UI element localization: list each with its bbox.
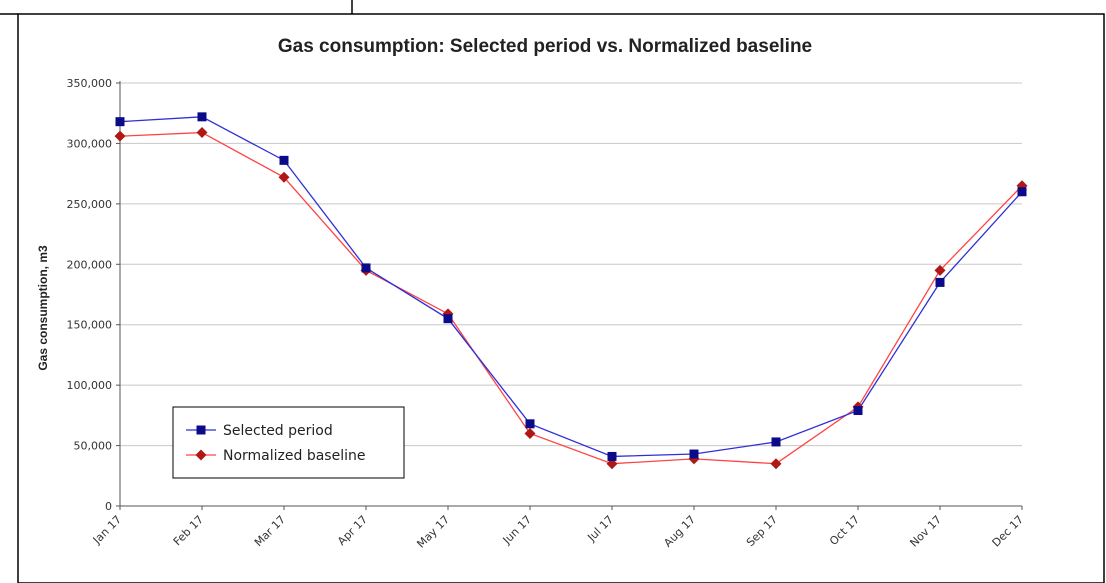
chart-border [17,13,1105,583]
legend-marker [196,425,206,435]
series-markers [114,112,1028,470]
series-line-normalized-baseline [119,131,1023,465]
selected-period-point [853,406,863,416]
normalized-baseline-point [196,127,208,139]
selected-period-point [525,419,535,429]
legend: Selected period Normalized baseline [172,406,405,479]
normalized-baseline-point [606,458,618,470]
legend-label: Selected period [223,423,333,439]
y-tick-label: 150,000 [67,319,113,332]
y-tick-label: 300,000 [67,137,113,150]
normalized-baseline-point [524,427,536,439]
y-tick-labels: 0 50,000 100,000 150,000 200,000 250,000 300,0… [67,77,113,513]
y-tick-label: 250,000 [67,198,113,211]
legend-box [172,406,405,479]
axes [116,81,1023,510]
y-axis-label: Gas consumption, m3 [36,245,50,371]
chart-title: Gas consumption: Selected period vs. Nor… [278,36,812,57]
series-lines [119,116,1023,465]
selected-period-point [935,277,945,287]
normalized-baseline-point [278,171,290,183]
y-tick-label: 50,000 [74,440,113,453]
normalized-baseline-point [770,458,782,470]
selected-period-point [443,314,453,324]
legend-marker [195,449,207,461]
y-tick-label: 0 [105,500,112,513]
legend-label: Normalized baseline [223,448,365,464]
selected-period-point [279,155,289,165]
series-line-selected-period [119,116,1023,458]
selected-period-point [361,263,371,273]
selected-period-point [689,449,699,459]
selected-period-point [197,112,207,122]
y-tick-label: 100,000 [67,379,113,392]
normalized-baseline-point [934,264,946,276]
y-tick-label: 200,000 [67,258,113,271]
selected-period-point [1017,187,1027,197]
selected-period-point [607,451,617,461]
normalized-baseline-point [114,130,126,142]
selected-period-point [115,117,125,127]
selected-period-point [771,437,781,447]
y-tick-label: 350,000 [67,77,113,90]
